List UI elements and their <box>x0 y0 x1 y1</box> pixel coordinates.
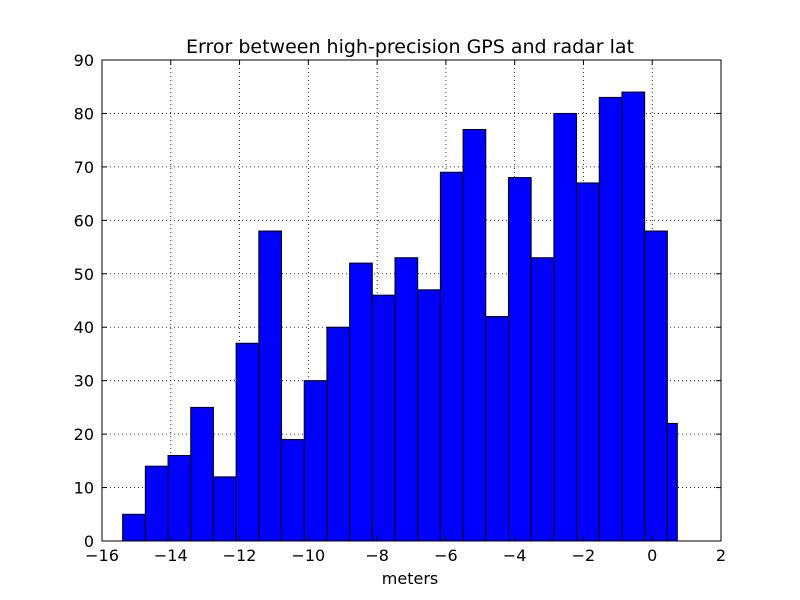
y-tick-label: 80 <box>74 104 94 123</box>
histogram-bar <box>576 182 600 542</box>
y-tick-label: 10 <box>74 479 94 498</box>
histogram-bar <box>371 294 396 542</box>
histogram-bar <box>190 406 214 542</box>
x-tick-label: 2 <box>716 546 726 565</box>
x-tick-label: −6 <box>434 546 458 565</box>
histogram-bar <box>144 465 169 542</box>
y-tick-label: 30 <box>74 372 94 391</box>
y-tick-label: 40 <box>74 318 94 337</box>
plot-frame <box>101 59 722 542</box>
y-tick-label: 0 <box>84 532 94 551</box>
histogram-bar <box>394 257 419 542</box>
x-tick-label: −4 <box>503 546 527 565</box>
x-tick-label: 0 <box>647 546 657 565</box>
histogram-bar <box>666 422 678 542</box>
y-tick-label: 20 <box>74 425 94 444</box>
chart-title: Error between high-precision GPS and rad… <box>186 36 634 58</box>
x-tick-label: −8 <box>365 546 389 565</box>
y-tick-labels: 0 10 20 30 40 50 60 70 80 90 <box>74 51 94 551</box>
histogram-bar <box>349 262 373 542</box>
histogram-bar <box>553 112 578 542</box>
histogram-bar <box>462 128 487 542</box>
x-tick-label: −14 <box>154 546 188 565</box>
histogram-bar <box>417 289 441 542</box>
y-tick-label: 60 <box>74 211 94 230</box>
x-tick-label: −10 <box>291 546 325 565</box>
histogram-bar <box>122 513 146 542</box>
histogram-bar <box>212 476 237 542</box>
histogram-bar <box>326 326 351 542</box>
histogram-bar <box>439 171 464 542</box>
y-tick-label: 90 <box>74 51 94 70</box>
y-tick-label: 50 <box>74 265 94 284</box>
histogram-bar <box>258 230 283 542</box>
histogram-bar <box>598 96 623 542</box>
histogram-bar <box>621 91 646 542</box>
histogram-bar <box>485 316 509 542</box>
bars <box>122 91 678 542</box>
x-tick-labels: −16 −14 −12 −10 −8 −6 −4 −2 0 2 <box>85 546 726 565</box>
histogram-bar <box>644 230 668 542</box>
histogram-bar <box>281 438 305 542</box>
histogram-bar <box>235 342 260 542</box>
x-tick-label: −2 <box>572 546 596 565</box>
y-tick-label: 70 <box>74 158 94 177</box>
ticks <box>101 59 722 542</box>
histogram-bar <box>303 380 328 542</box>
histogram-bar <box>530 257 555 542</box>
x-tick-label: −12 <box>223 546 257 565</box>
histogram-bar <box>507 177 532 542</box>
x-axis-label: meters <box>382 569 438 588</box>
histogram-bar <box>167 454 192 542</box>
x-tick-label: −16 <box>85 546 119 565</box>
